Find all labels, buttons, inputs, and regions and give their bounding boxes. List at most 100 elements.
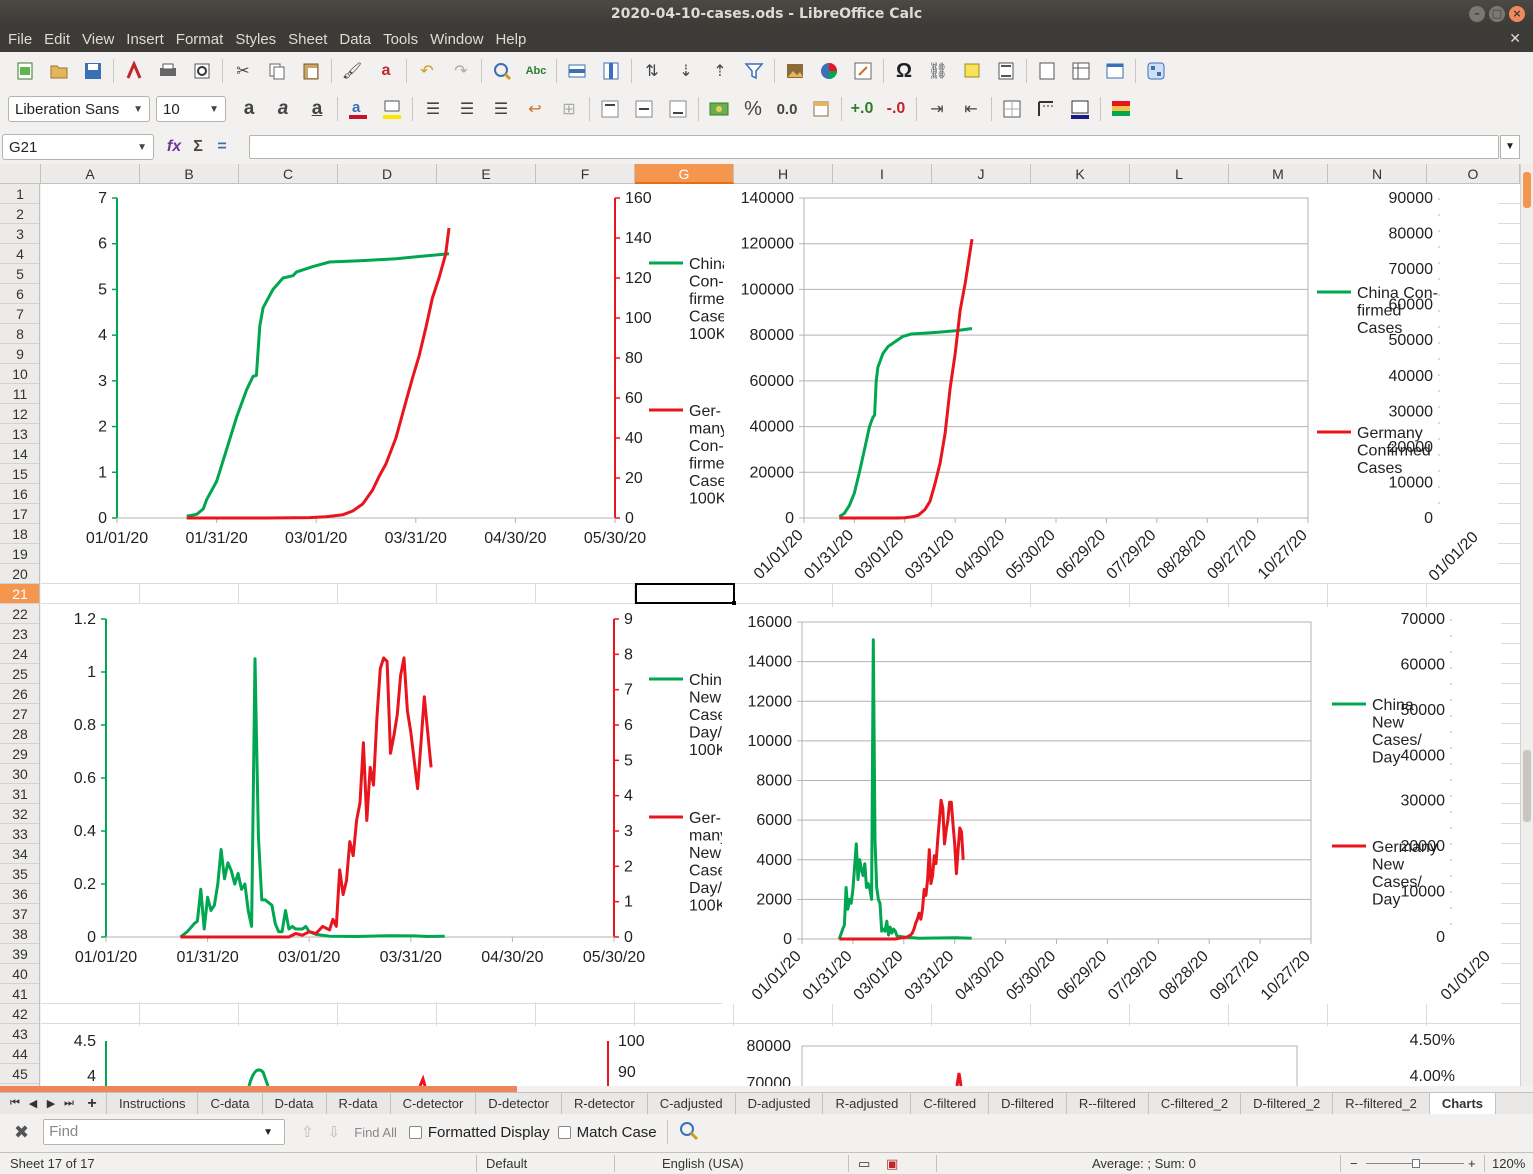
row-header[interactable]: 16: [0, 484, 39, 504]
row-header[interactable]: 28: [0, 724, 39, 744]
row-header[interactable]: 1: [0, 184, 39, 204]
scroll-handle[interactable]: [1523, 750, 1531, 822]
column-header-selected[interactable]: G: [635, 164, 734, 184]
row-header[interactable]: 22: [0, 604, 39, 624]
clear-formatting-icon[interactable]: a: [381, 62, 391, 79]
redo-icon[interactable]: ↷: [454, 63, 468, 80]
font-name-combo[interactable]: Liberation Sans ▼: [8, 96, 150, 122]
column-header[interactable]: N: [1328, 164, 1427, 184]
row-header[interactable]: 3: [0, 224, 39, 244]
page-style[interactable]: Default: [486, 1156, 528, 1171]
equals-icon[interactable]: =: [217, 138, 227, 155]
row-header[interactable]: 21: [0, 584, 39, 604]
column-header[interactable]: J: [932, 164, 1031, 184]
wrap-text-icon[interactable]: ↩: [528, 101, 542, 118]
menu-data[interactable]: Data: [339, 31, 372, 48]
cut-icon[interactable]: ✂: [236, 63, 250, 80]
autofilter-icon[interactable]: [741, 58, 767, 84]
zoom-slider-handle[interactable]: [1412, 1159, 1420, 1168]
find-input[interactable]: Find: [43, 1119, 286, 1145]
insert-chart-icon[interactable]: [816, 58, 842, 84]
horizontal-scrollbar[interactable]: [0, 1086, 517, 1092]
row-header[interactable]: 10: [0, 364, 39, 384]
percent-format-button[interactable]: %: [740, 96, 766, 122]
freeze-rows-icon[interactable]: [1068, 58, 1094, 84]
column-header[interactable]: M: [1229, 164, 1328, 184]
row-header[interactable]: 12: [0, 404, 39, 424]
open-folder-icon[interactable]: [46, 58, 72, 84]
previous-sheet-icon[interactable]: ◀: [28, 1098, 38, 1110]
zoom-level[interactable]: 120%: [1492, 1156, 1526, 1171]
insert-image-icon[interactable]: [782, 58, 808, 84]
background-color-icon[interactable]: [379, 96, 405, 122]
sheet-tab[interactable]: C-adjusted: [647, 1093, 736, 1114]
row-header[interactable]: 18: [0, 524, 39, 544]
font-color-icon[interactable]: a: [345, 96, 371, 122]
number-format-button[interactable]: 0.0: [774, 96, 800, 122]
function-wizard-icon[interactable]: fx: [166, 138, 182, 155]
scroll-thumb[interactable]: [1523, 172, 1531, 208]
paste-icon[interactable]: [298, 58, 324, 84]
zoom-in-icon[interactable]: +: [1468, 1156, 1476, 1171]
define-print-area-icon[interactable]: [1034, 58, 1060, 84]
menu-sheet[interactable]: Sheet: [288, 31, 328, 48]
date-format-icon[interactable]: [808, 96, 834, 122]
language[interactable]: English (USA): [662, 1156, 744, 1171]
align-right-icon[interactable]: ☰: [493, 101, 509, 118]
sheet-tab[interactable]: D-data: [262, 1093, 327, 1114]
bold-icon[interactable]: a: [243, 98, 255, 119]
row-header[interactable]: 27: [0, 704, 39, 724]
row-header[interactable]: 20: [0, 564, 39, 584]
sheet-tab[interactable]: C-filtered_2: [1148, 1093, 1242, 1114]
headers-footers-icon[interactable]: [993, 58, 1019, 84]
new-document-icon[interactable]: [12, 58, 38, 84]
sheet-tab[interactable]: C-detector: [390, 1093, 477, 1114]
align-top-icon[interactable]: [597, 96, 623, 122]
row-header[interactable]: 2: [0, 204, 39, 224]
find-previous-icon[interactable]: ⇧: [301, 1124, 314, 1141]
column-header[interactable]: D: [338, 164, 437, 184]
vertical-scrollbar[interactable]: [1520, 164, 1533, 1086]
maximize-button[interactable]: □: [1489, 6, 1505, 22]
add-sheet-icon[interactable]: +: [87, 1094, 97, 1112]
row-header[interactable]: 38: [0, 924, 39, 944]
close-find-icon[interactable]: ✖: [14, 1121, 30, 1142]
italic-icon[interactable]: a: [277, 98, 289, 119]
menu-insert[interactable]: Insert: [126, 31, 164, 48]
first-sheet-icon[interactable]: ⏮: [10, 1097, 20, 1109]
pivot-table-icon[interactable]: [850, 58, 876, 84]
zoom-out-icon[interactable]: −: [1350, 1156, 1358, 1171]
conditional-format-icon[interactable]: [1108, 96, 1134, 122]
export-pdf-icon[interactable]: [121, 58, 147, 84]
copy-icon[interactable]: [264, 58, 290, 84]
row-header[interactable]: 15: [0, 464, 39, 484]
column-header[interactable]: A: [41, 164, 140, 184]
row-header[interactable]: 42: [0, 1004, 39, 1024]
hyperlink-icon[interactable]: ⛓: [927, 63, 949, 80]
find-replace-icon[interactable]: [677, 1119, 699, 1145]
sheet-tab[interactable]: R-data: [326, 1093, 391, 1114]
find-replace-icon[interactable]: [489, 58, 515, 84]
sheet-tab[interactable]: R-adjusted: [823, 1093, 912, 1114]
column-header[interactable]: H: [734, 164, 833, 184]
row-header[interactable]: 26: [0, 684, 39, 704]
border-color-icon[interactable]: [1067, 96, 1093, 122]
save-icon[interactable]: [80, 58, 106, 84]
select-all-corner[interactable]: [0, 164, 41, 184]
row-header[interactable]: 4: [0, 244, 39, 264]
row-header[interactable]: 36: [0, 884, 39, 904]
sheet-tab[interactable]: D-filtered: [989, 1093, 1067, 1114]
sort-ascending-icon[interactable]: ⇣: [679, 63, 693, 80]
match-case-checkbox[interactable]: [557, 1125, 571, 1139]
sheet-tab[interactable]: R--filtered_2: [1333, 1093, 1430, 1114]
expand-formula-icon[interactable]: ▼: [1500, 135, 1520, 159]
row-header[interactable]: 25: [0, 664, 39, 684]
delete-decimal-icon[interactable]: -.0: [886, 100, 906, 117]
sheet-tab[interactable]: D-filtered_2: [1241, 1093, 1334, 1114]
show-draw-functions-icon[interactable]: [1143, 58, 1169, 84]
sheet-tab[interactable]: C-filtered: [911, 1093, 990, 1114]
column-header[interactable]: K: [1031, 164, 1130, 184]
row-header[interactable]: 34: [0, 844, 39, 864]
align-center-icon[interactable]: ☰: [459, 101, 475, 118]
